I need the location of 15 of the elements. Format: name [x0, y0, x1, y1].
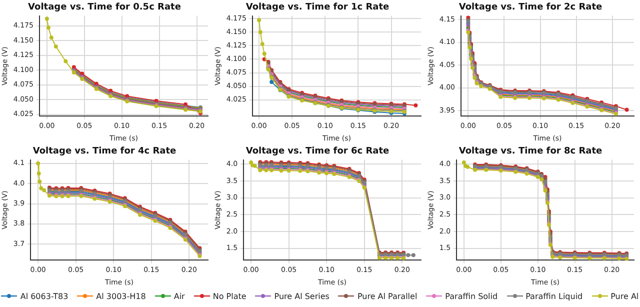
legend-label: Paraffin Solid — [445, 292, 498, 300]
legend-label: No Plate — [212, 292, 246, 300]
chart-title: Voltage vs. Time for 1c Rate — [246, 2, 390, 13]
chart-title: Voltage vs. Time for 0.5c Rate — [28, 2, 181, 13]
legend-label: Pure Al Series — [274, 292, 330, 300]
legend-label: Pure Al Parallel — [357, 292, 418, 300]
legend-label: Air — [174, 292, 185, 300]
chart-title: Voltage vs. Time for 4c Rate — [32, 146, 176, 157]
legend-label: Al 3003-H18 — [96, 292, 146, 300]
legend-label: Paraffin Liquid — [526, 292, 583, 300]
chart-title: Voltage vs. Time for 8c Rate — [458, 146, 602, 157]
legend-label: Pure Al — [610, 292, 639, 300]
chart-title: Voltage vs. Time for 6c Rate — [246, 146, 390, 157]
legend-label: Al 6063-T83 — [20, 292, 68, 300]
chart-title: Voltage vs. Time for 2c Rate — [458, 2, 602, 13]
